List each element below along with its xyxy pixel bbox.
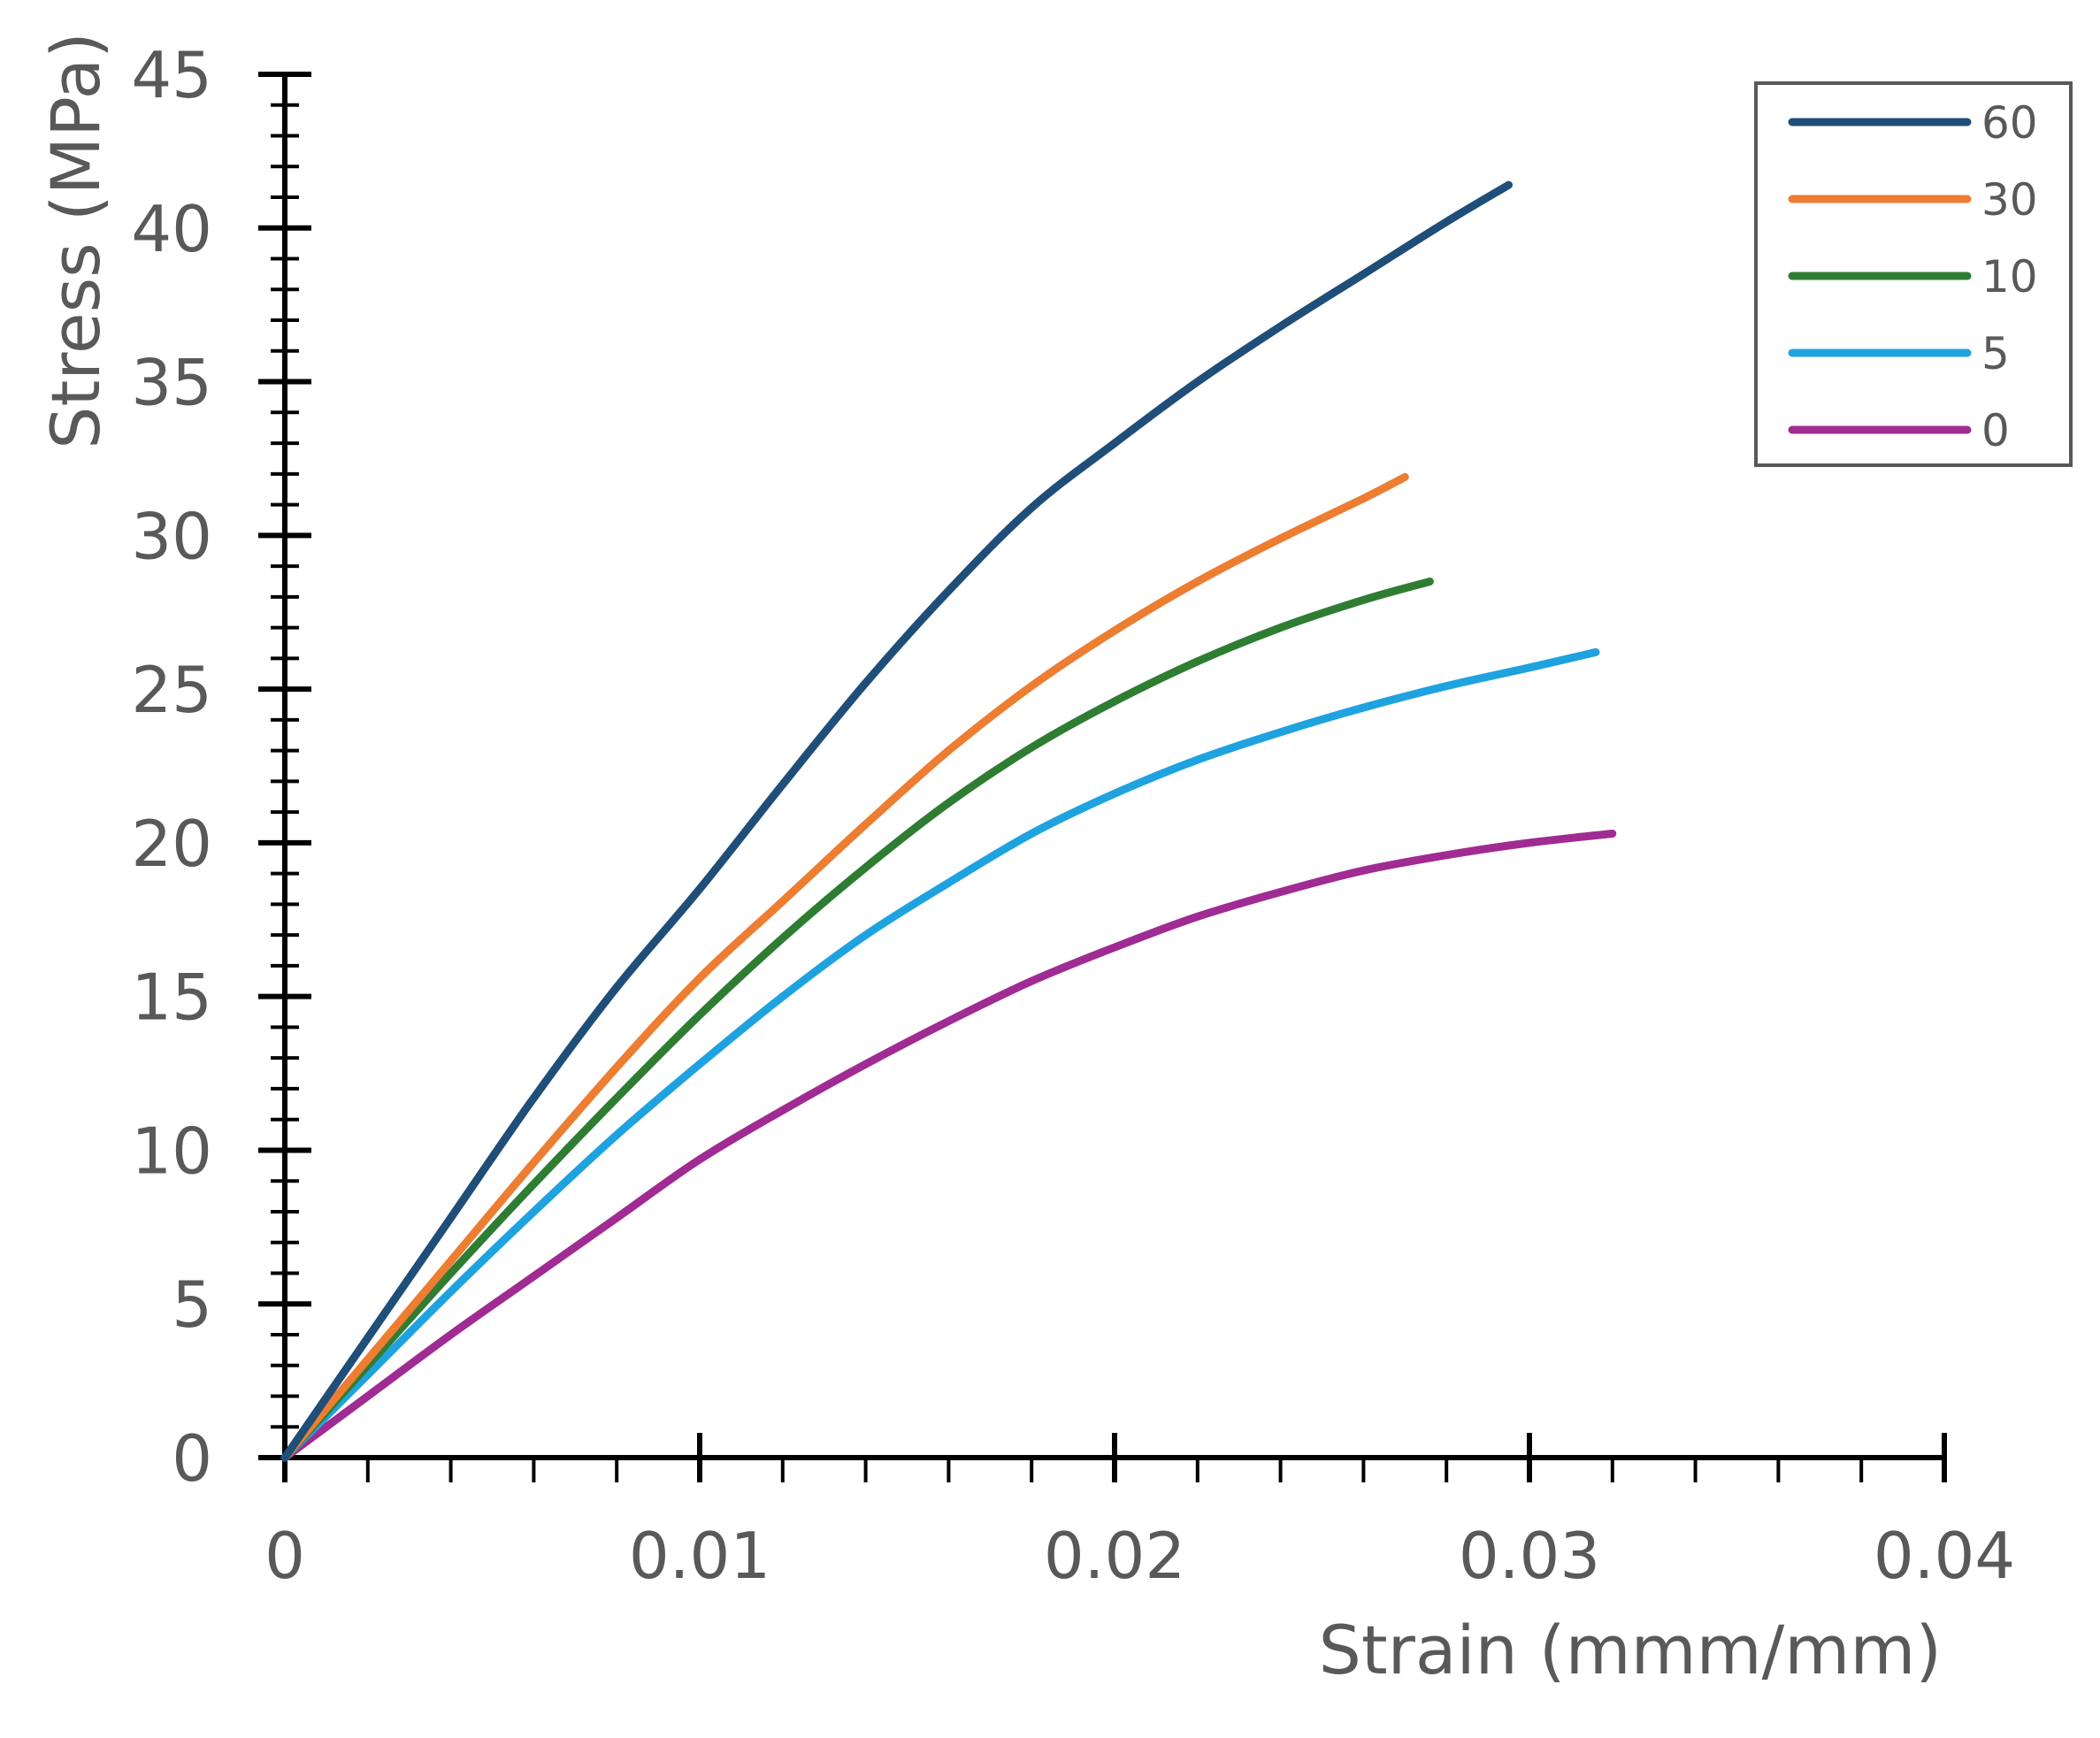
x-tick-label: 0.02: [1044, 1519, 1185, 1593]
legend-label-30: 30: [1981, 174, 2038, 226]
y-tick-label: 25: [131, 653, 212, 727]
y-tick-label: 30: [131, 499, 212, 573]
x-tick-label: 0: [264, 1519, 305, 1593]
legend-label-60: 60: [1981, 97, 2038, 149]
x-tick-label: 0.04: [1874, 1519, 2015, 1593]
legend-label-0: 0: [1981, 405, 2010, 456]
y-tick-label: 10: [131, 1114, 212, 1188]
x-axis-title: Strain (mmm/mm): [1319, 1611, 1942, 1689]
y-tick-label: 15: [131, 961, 212, 1035]
series-lines: [280, 180, 1617, 1462]
legend-label-10: 10: [1981, 251, 2038, 302]
y-tick-label: 45: [131, 38, 212, 112]
y-tick-label: 5: [172, 1267, 212, 1342]
x-tick-label: 0.01: [629, 1519, 770, 1593]
series-line-0: [280, 830, 1617, 1462]
series-line-60: [280, 180, 1513, 1462]
y-tick-label: 0: [172, 1421, 212, 1496]
legend: 60 30 10 5 0: [1754, 81, 2073, 467]
y-tick-label: 35: [131, 346, 212, 420]
legend-label-5: 5: [1981, 328, 2010, 379]
y-tick-label: 40: [131, 192, 212, 266]
series-line-30: [280, 472, 1409, 1462]
series-line-10: [280, 578, 1434, 1462]
y-axis-title: Stress (MPa): [36, 32, 115, 449]
x-tick-label: 0.03: [1459, 1519, 1600, 1593]
axis-labels: Strain (mmm/mm) Stress (MPa): [36, 32, 1942, 1689]
series-line-5: [280, 647, 1600, 1462]
y-tick-label: 20: [131, 807, 212, 881]
axes: 0 5 10 15 20 25 30 35 40 45 0 0.01 0.02 0.03 0.04: [131, 38, 2015, 1593]
